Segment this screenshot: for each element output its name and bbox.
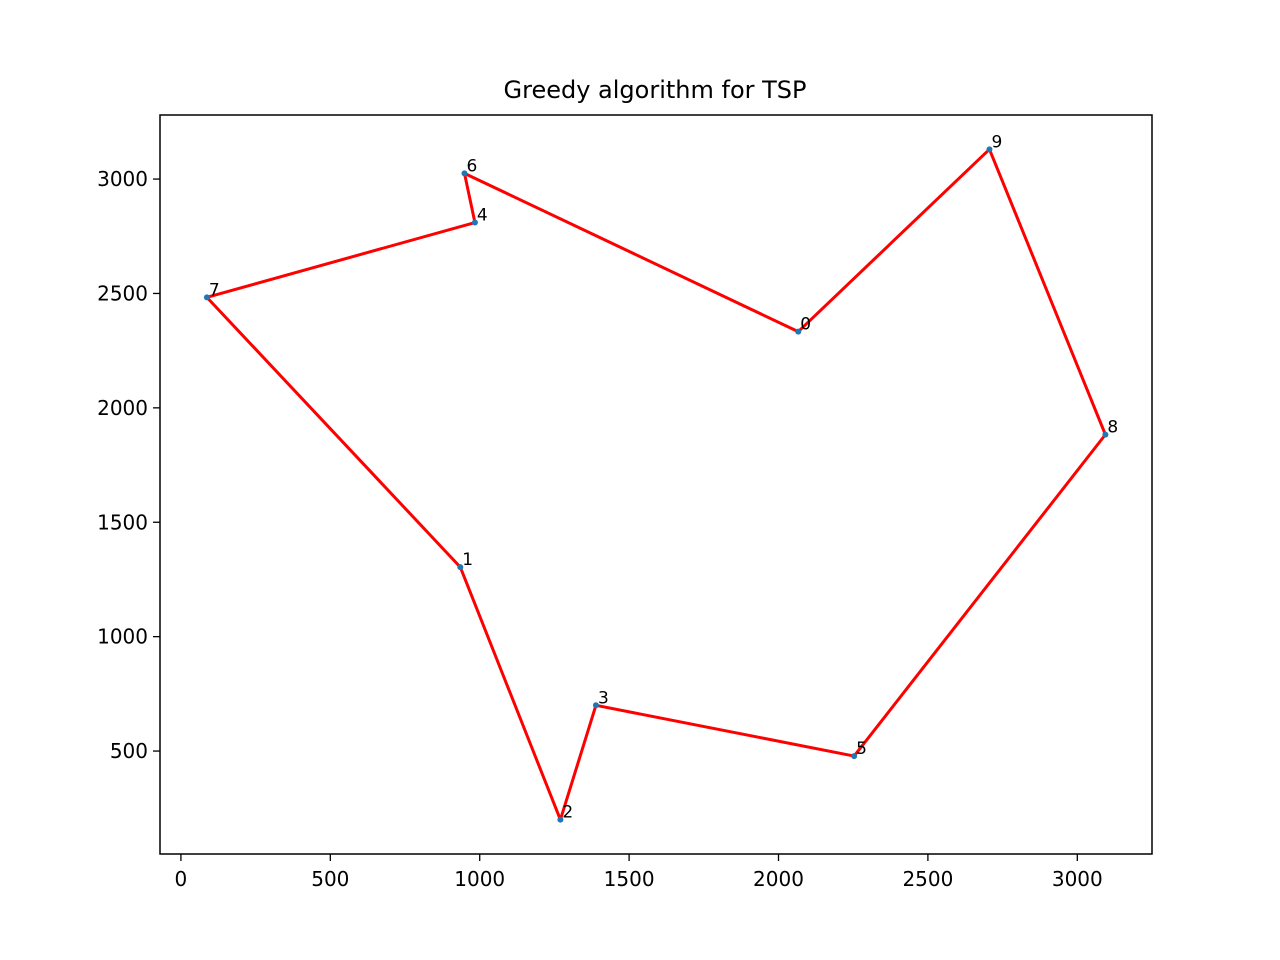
route-segment xyxy=(594,703,856,758)
city-label: 8 xyxy=(1107,418,1118,438)
x-tick-label: 0 xyxy=(175,867,188,891)
route-segment xyxy=(205,221,477,299)
city-point xyxy=(986,146,993,153)
route-segment xyxy=(462,171,800,334)
city-label: 6 xyxy=(466,156,477,176)
city-label: 0 xyxy=(800,315,811,335)
route-segment xyxy=(987,147,1107,437)
city-point xyxy=(203,294,210,301)
city-point xyxy=(457,564,464,571)
city-point xyxy=(851,753,858,760)
city-point xyxy=(471,219,478,226)
city-point xyxy=(1102,431,1109,438)
x-tick-label: 1000 xyxy=(454,867,505,891)
route-segment xyxy=(852,433,1107,758)
x-tick-label: 2500 xyxy=(902,867,953,891)
city-label: 9 xyxy=(991,132,1002,152)
city-label: 7 xyxy=(209,280,220,300)
route-segment xyxy=(462,171,477,225)
route-segment xyxy=(205,295,462,569)
y-tick-label: 2500 xyxy=(97,281,148,305)
plot-frame xyxy=(159,114,1153,855)
y-tick-label: 2000 xyxy=(97,396,148,420)
city-point xyxy=(557,816,564,823)
x-tick-label: 500 xyxy=(311,867,349,891)
x-tick-label: 1500 xyxy=(604,867,655,891)
city-labels: 0 1 2 3 4 5 6 7 8 9 xyxy=(209,132,1118,822)
city-label: 2 xyxy=(562,803,573,823)
x-tick-label: 2000 xyxy=(753,867,804,891)
route-path xyxy=(205,147,1107,822)
city-points xyxy=(203,146,1109,823)
city-label: 5 xyxy=(856,739,867,759)
city-point xyxy=(461,170,468,177)
axes: 0 500 1000 1500 2000 2500 3000 500 1000 1500 2000 2… xyxy=(97,114,1153,891)
city-point xyxy=(795,328,802,335)
route-segment xyxy=(558,703,598,822)
route-segment xyxy=(796,147,991,334)
y-tick-label: 1000 xyxy=(97,625,148,649)
y-tick-label: 3000 xyxy=(97,167,148,191)
chart-title: Greedy algorithm for TSP xyxy=(504,76,807,104)
x-tick-label: 3000 xyxy=(1052,867,1103,891)
route-segment xyxy=(458,565,562,822)
city-label: 4 xyxy=(477,206,488,226)
city-label: 3 xyxy=(598,688,609,708)
city-label: 1 xyxy=(462,550,473,570)
city-point xyxy=(592,702,599,709)
y-tick-label: 500 xyxy=(110,739,148,763)
y-tick-label: 1500 xyxy=(97,510,148,534)
